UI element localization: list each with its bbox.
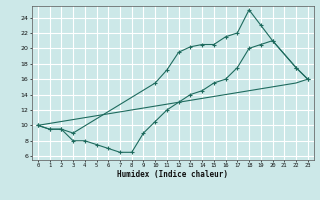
- X-axis label: Humidex (Indice chaleur): Humidex (Indice chaleur): [117, 170, 228, 179]
